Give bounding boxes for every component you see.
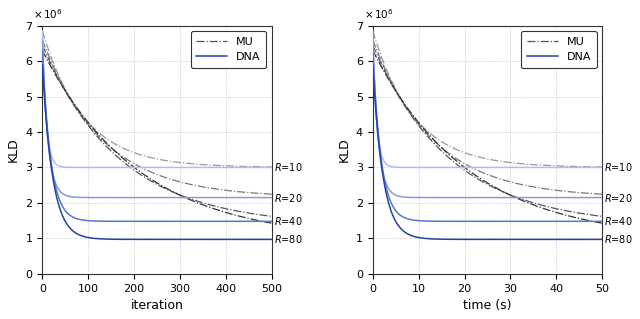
- Y-axis label: KLD: KLD: [7, 137, 20, 162]
- Text: $\times\,10^6$: $\times\,10^6$: [33, 7, 63, 21]
- Text: $R$=10: $R$=10: [604, 161, 633, 174]
- Text: $R$=80: $R$=80: [274, 234, 303, 245]
- Text: $R$=40: $R$=40: [274, 215, 303, 227]
- Text: $R$=80: $R$=80: [604, 234, 633, 245]
- Text: $R$=40: $R$=40: [604, 215, 633, 227]
- Legend: MU, DNA: MU, DNA: [521, 31, 596, 68]
- Text: $R$=20: $R$=20: [604, 192, 633, 204]
- X-axis label: time (s): time (s): [463, 299, 512, 312]
- Y-axis label: KLD: KLD: [337, 137, 350, 162]
- Text: $R$=20: $R$=20: [274, 192, 303, 204]
- Text: $R$=10: $R$=10: [274, 161, 303, 174]
- Text: $\times\,10^6$: $\times\,10^6$: [364, 7, 394, 21]
- X-axis label: iteration: iteration: [131, 299, 184, 312]
- Legend: MU, DNA: MU, DNA: [191, 31, 266, 68]
